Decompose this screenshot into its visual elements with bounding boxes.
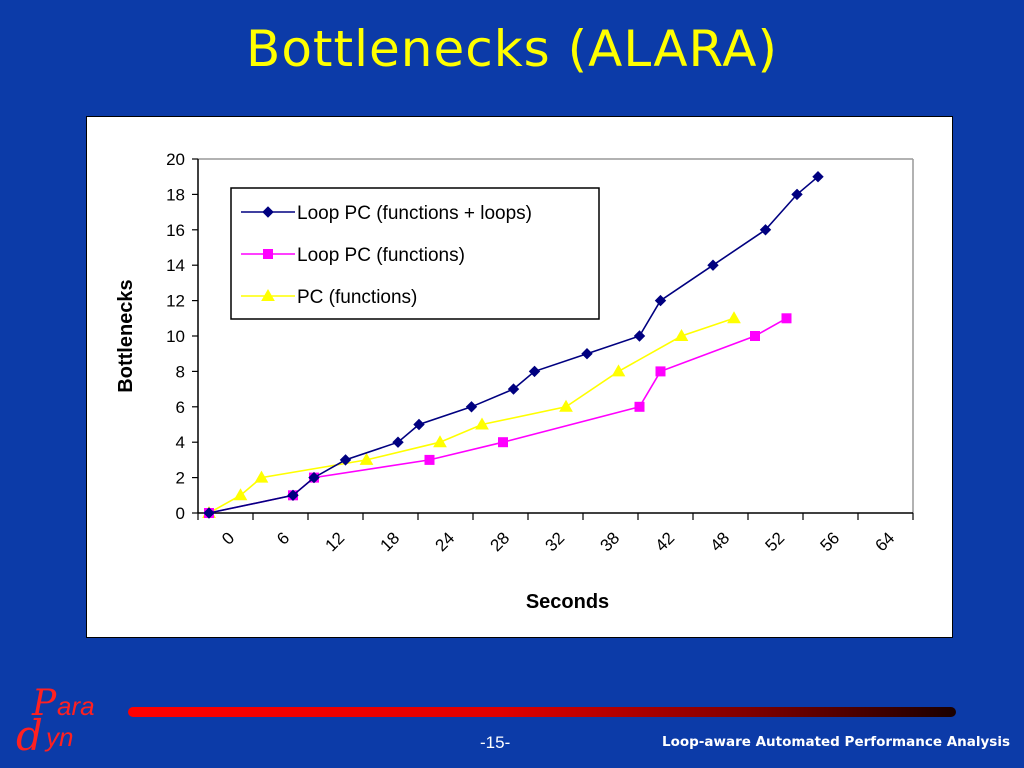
x-tick-label: 32 (542, 528, 569, 555)
x-tick-label: 48 (707, 528, 734, 555)
y-axis-label: Bottlenecks (115, 279, 137, 392)
series-3-point (475, 417, 489, 430)
x-tick-label: 6 (273, 528, 293, 548)
chart-legend: Loop PC (functions + loops) Loop PC (func… (230, 187, 600, 320)
legend-marker (263, 249, 273, 259)
footer-caption: Loop-aware Automated Performance Analysi… (661, 734, 1010, 750)
legend-marker (261, 288, 275, 301)
series-2 (204, 313, 792, 518)
x-tick-label: 64 (872, 528, 899, 555)
series-3-point (359, 452, 374, 465)
paradyn-logo: P ara d yn (16, 680, 126, 760)
series-1-point (812, 170, 824, 183)
series-layer (202, 170, 824, 519)
logo-letter-d: d (16, 711, 43, 760)
x-tick-label: 24 (432, 528, 459, 555)
footer-bar (128, 707, 956, 717)
series-1-point (339, 454, 352, 466)
slide-title: Bottlenecks (ALARA) (246, 20, 778, 78)
x-tick-label: 52 (762, 528, 789, 555)
chart-frame: 0 2 4 6 8 10 12 14 16 18 20 0 6 12 18 24 28 32 38 42 48 52 56 6… (86, 116, 953, 638)
series-1-point (654, 294, 667, 307)
logo-letter-p: P (31, 683, 57, 724)
y-tick-label: 10 (166, 327, 185, 346)
y-tick-label: 18 (166, 185, 185, 204)
series-3-point (433, 435, 447, 448)
series-1-point (759, 224, 772, 236)
series-1 (203, 170, 824, 519)
series-3-line (208, 317, 735, 514)
y-tick-label: 16 (166, 221, 185, 240)
series-1-point (791, 188, 803, 201)
series-2-point (498, 437, 508, 448)
series-1-point (465, 401, 478, 413)
y-tick-label: 4 (176, 433, 185, 452)
x-tick-label: 56 (817, 528, 844, 555)
page-number: -15- (480, 733, 511, 752)
series-1-point (392, 436, 404, 448)
series-1-point (287, 489, 299, 502)
logo-text-bottom: yn (44, 722, 73, 752)
series-3 (202, 311, 741, 518)
series-1-point (581, 347, 593, 360)
x-tick-label: 12 (322, 528, 349, 555)
series-3-point (233, 488, 248, 501)
x-tick-label: 38 (597, 528, 624, 555)
y-tick-label: 2 (176, 469, 185, 488)
series-1-point (528, 365, 541, 378)
series-2-point (655, 366, 666, 377)
series-2-point (424, 454, 435, 465)
x-tick-label: 18 (377, 528, 404, 555)
series-3-point (674, 328, 689, 341)
series-1-line (208, 176, 819, 514)
series-2-line (208, 317, 787, 514)
legend-label: Loop PC (functions + loops) (297, 203, 532, 224)
y-tick-label: 14 (166, 256, 185, 275)
y-tick-label: 20 (166, 150, 185, 169)
series-2-point (634, 401, 645, 412)
series-1-point (633, 330, 646, 342)
series-2-point (750, 331, 760, 341)
x-axis-label: Seconds (526, 591, 609, 613)
legend-label: Loop PC (functions) (297, 245, 465, 266)
series-1-point (308, 471, 320, 484)
series-2-point (781, 313, 792, 324)
legend-marker (262, 206, 274, 218)
series-1-point (413, 418, 425, 431)
y-tick-label: 12 (166, 292, 185, 311)
x-tick-label: 28 (487, 528, 514, 555)
y-tick-label: 6 (176, 398, 185, 417)
series-1-point (507, 383, 520, 395)
series-3-point (254, 470, 269, 483)
legend-label: PC (functions) (297, 287, 417, 308)
y-tick-label: 8 (176, 362, 185, 381)
series-1-point (707, 259, 719, 271)
x-tick-label: 42 (652, 528, 679, 555)
series-3-point (727, 311, 741, 324)
logo-text-top: ara (57, 691, 95, 721)
y-tick-label: 0 (176, 504, 185, 523)
series-1-point (203, 507, 215, 519)
x-tick-label: 0 (218, 528, 238, 548)
series-3-point (611, 364, 626, 377)
series-3-point (559, 399, 573, 412)
